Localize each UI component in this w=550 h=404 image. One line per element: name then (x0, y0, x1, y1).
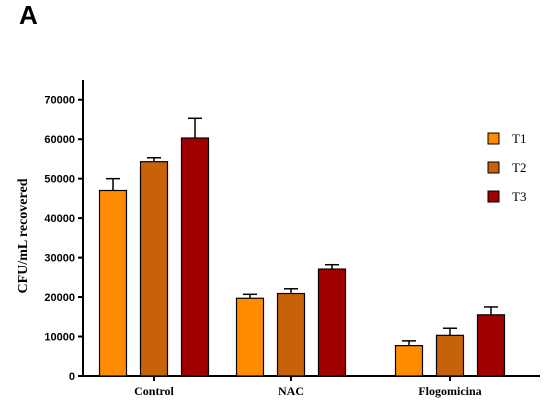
chart-error-bars (106, 117, 498, 346)
y-axis-title: CFU/mL recovered (16, 178, 31, 293)
legend-swatch (487, 190, 500, 203)
bar (435, 334, 465, 377)
bar (276, 292, 306, 377)
legend-label: T3 (512, 189, 526, 204)
y-tick-label: 30000 (44, 253, 75, 265)
bar (235, 297, 265, 377)
panel-label: A (19, 0, 38, 30)
y-tick-label: 60000 (44, 134, 75, 146)
bar (317, 268, 347, 377)
y-tick-label: 10000 (44, 332, 75, 344)
y-tick-label: 20000 (44, 292, 75, 304)
bar (98, 189, 128, 377)
x-category-label: NAC (278, 384, 304, 398)
legend-swatch (487, 132, 500, 145)
y-tick-label: 50000 (44, 174, 75, 186)
legend-label: T2 (512, 160, 526, 175)
y-tick-label: 70000 (44, 95, 75, 107)
x-category-label: Control (134, 384, 174, 398)
legend-swatch (487, 161, 500, 174)
chart-legend: T1 T2 T3 (487, 131, 526, 204)
y-tick-label: 40000 (44, 213, 75, 225)
bar (476, 314, 506, 377)
x-category-label: Flogomicina (418, 384, 481, 398)
chart-bars (98, 137, 506, 377)
legend-label: T1 (512, 131, 526, 146)
bar (180, 137, 210, 377)
chart-labels: 0 10000 20000 30000 40000 50000 60000 70000 CFU/… (16, 95, 482, 398)
y-tick-label: 0 (69, 371, 75, 383)
bar (139, 161, 169, 377)
bar (394, 345, 424, 377)
